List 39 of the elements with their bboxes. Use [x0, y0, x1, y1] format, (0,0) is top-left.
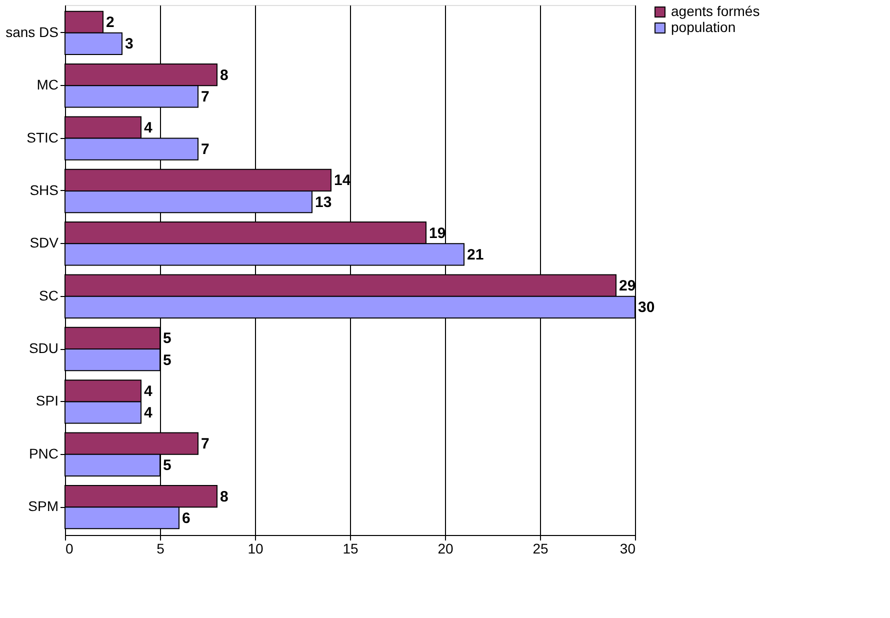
x-tick-label: 15	[342, 540, 358, 556]
data-label: 5	[163, 352, 172, 369]
y-tick-label: SDU	[28, 340, 58, 356]
data-label: 7	[201, 141, 210, 158]
data-label: 5	[163, 330, 172, 348]
data-label: 13	[315, 194, 332, 211]
y-tick-label: STIC	[26, 129, 58, 146]
y-tick-label: MC	[36, 76, 58, 93]
data-label: 7	[201, 88, 210, 106]
x-tick-label: 20	[438, 540, 454, 556]
x-tick-label: 30	[620, 540, 636, 556]
data-label: 4	[144, 382, 153, 400]
data-label: 5	[163, 457, 172, 474]
data-label: 8	[220, 66, 228, 84]
data-label: 2	[106, 14, 114, 32]
x-tick-label: 0	[66, 540, 74, 556]
data-label: 4	[144, 119, 153, 136]
data-label: 6	[182, 510, 190, 527]
data-label: 8	[220, 488, 228, 506]
y-tick-label: PNC	[28, 445, 58, 462]
data-label: 14	[334, 172, 352, 190]
y-tick-label: sans DS	[6, 24, 58, 40]
x-tick-label: 10	[248, 540, 264, 556]
data-label: 19	[429, 224, 446, 242]
y-tick-label: SC	[39, 287, 58, 304]
data-label: 21	[467, 246, 484, 264]
y-tick-label: SHS	[30, 182, 58, 198]
data-label: 29	[619, 278, 636, 295]
y-tick-label: SPM	[28, 498, 58, 514]
data-label: 30	[638, 299, 655, 316]
x-tick-label: 5	[156, 540, 165, 556]
y-tick-label: SDV	[30, 234, 60, 251]
x-tick-label: 25	[532, 540, 548, 556]
legend-label: agents formés	[671, 3, 760, 19]
data-label: 7	[201, 436, 210, 453]
legend-label: population	[671, 19, 736, 35]
data-label: 3	[125, 36, 134, 53]
data-label: 4	[144, 404, 153, 422]
y-tick-label: SPI	[36, 392, 58, 409]
